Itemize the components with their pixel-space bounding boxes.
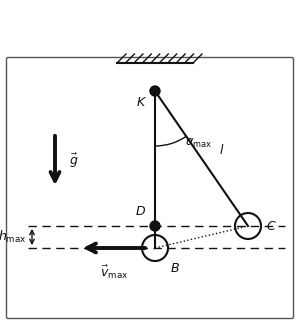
Text: $h_{\mathrm{max}}$: $h_{\mathrm{max}}$ (0, 229, 27, 245)
Text: D: D (135, 205, 145, 218)
Text: l: l (220, 144, 223, 157)
Circle shape (150, 221, 160, 231)
Text: C: C (266, 220, 275, 233)
Text: $\vec{v}_{\mathrm{max}}$: $\vec{v}_{\mathrm{max}}$ (100, 264, 128, 281)
Text: $\alpha_{\mathrm{max}}$: $\alpha_{\mathrm{max}}$ (185, 136, 212, 150)
Circle shape (150, 86, 160, 96)
Text: B: B (171, 262, 180, 275)
FancyBboxPatch shape (6, 57, 293, 318)
Text: K: K (137, 96, 145, 109)
Text: $\vec{g}$: $\vec{g}$ (69, 151, 78, 170)
